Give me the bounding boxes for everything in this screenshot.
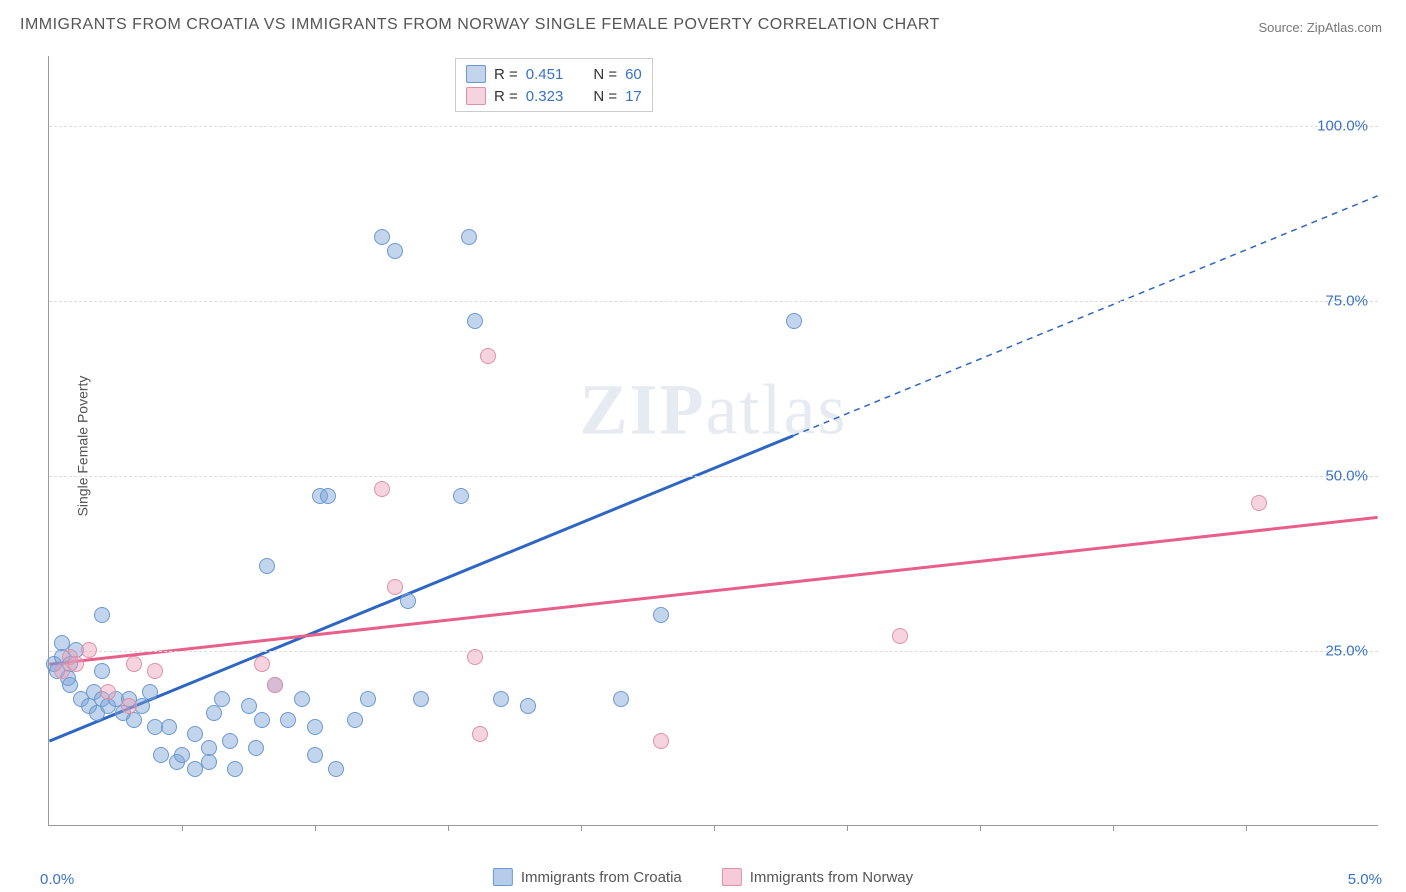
data-point [307, 719, 323, 735]
data-point [613, 691, 629, 707]
data-point [142, 684, 158, 700]
n-label: N = [593, 88, 617, 105]
data-point [294, 691, 310, 707]
data-point [374, 481, 390, 497]
y-tick-label: 100.0% [1317, 118, 1368, 135]
data-point [467, 313, 483, 329]
x-tick [1246, 825, 1247, 831]
x-tick [581, 825, 582, 831]
data-point [206, 705, 222, 721]
r-value: 0.323 [526, 88, 564, 105]
data-point [126, 712, 142, 728]
n-value: 60 [625, 66, 642, 83]
data-point [241, 698, 257, 714]
y-tick-label: 50.0% [1325, 468, 1368, 485]
r-label: R = [494, 88, 518, 105]
legend-item: Immigrants from Croatia [493, 868, 682, 886]
data-point [227, 761, 243, 777]
data-point [320, 488, 336, 504]
watermark: ZIPatlas [580, 368, 848, 451]
data-point [453, 488, 469, 504]
grid-line [49, 301, 1378, 302]
data-point [68, 656, 84, 672]
data-point [387, 579, 403, 595]
data-point [472, 726, 488, 742]
data-point [400, 593, 416, 609]
r-value: 0.451 [526, 66, 564, 83]
legend-label: Immigrants from Croatia [521, 869, 682, 886]
chart-title: IMMIGRANTS FROM CROATIA VS IMMIGRANTS FR… [20, 16, 940, 34]
n-value: 17 [625, 88, 642, 105]
x-tick [847, 825, 848, 831]
data-point [461, 229, 477, 245]
data-point [467, 649, 483, 665]
data-point [653, 607, 669, 623]
legend-item: Immigrants from Norway [722, 868, 913, 886]
data-point [187, 726, 203, 742]
x-axis-min-label: 0.0% [40, 871, 74, 888]
data-point [214, 691, 230, 707]
data-point [100, 684, 116, 700]
y-tick-label: 75.0% [1325, 293, 1368, 310]
stats-row: R = 0.451 N = 60 [466, 63, 642, 85]
data-point [201, 754, 217, 770]
data-point [387, 243, 403, 259]
grid-line [49, 126, 1378, 127]
data-point [254, 656, 270, 672]
data-point [121, 698, 137, 714]
r-label: R = [494, 66, 518, 83]
data-point [254, 712, 270, 728]
n-label: N = [593, 66, 617, 83]
x-tick [980, 825, 981, 831]
y-tick-label: 25.0% [1325, 643, 1368, 660]
data-point [480, 348, 496, 364]
series-legend: Immigrants from Croatia Immigrants from N… [493, 868, 913, 886]
legend-swatch [493, 868, 513, 886]
data-point [360, 691, 376, 707]
data-point [161, 719, 177, 735]
data-point [328, 761, 344, 777]
data-point [81, 642, 97, 658]
stats-legend: R = 0.451 N = 60 R = 0.323 N = 17 [455, 58, 653, 112]
plot-area: ZIPatlas 25.0% 50.0% 75.0% 100.0% [48, 56, 1378, 826]
legend-label: Immigrants from Norway [750, 869, 913, 886]
data-point [248, 740, 264, 756]
stats-row: R = 0.323 N = 17 [466, 85, 642, 107]
data-point [147, 663, 163, 679]
x-tick [448, 825, 449, 831]
x-axis-max-label: 5.0% [1348, 871, 1382, 888]
data-point [493, 691, 509, 707]
legend-swatch [722, 868, 742, 886]
data-point [259, 558, 275, 574]
data-point [126, 656, 142, 672]
data-point [1251, 495, 1267, 511]
data-point [892, 628, 908, 644]
data-point [94, 607, 110, 623]
data-point [94, 663, 110, 679]
x-tick [182, 825, 183, 831]
x-tick [1113, 825, 1114, 831]
data-point [374, 229, 390, 245]
data-point [413, 691, 429, 707]
data-point [62, 677, 78, 693]
x-tick [315, 825, 316, 831]
data-point [786, 313, 802, 329]
x-tick [714, 825, 715, 831]
data-point [267, 677, 283, 693]
grid-line [49, 651, 1378, 652]
source-label: Source: ZipAtlas.com [1258, 20, 1382, 35]
data-point [653, 733, 669, 749]
data-point [307, 747, 323, 763]
legend-swatch [466, 65, 486, 83]
data-point [153, 747, 169, 763]
data-point [174, 747, 190, 763]
data-point [222, 733, 238, 749]
data-point [520, 698, 536, 714]
grid-line [49, 476, 1378, 477]
data-point [280, 712, 296, 728]
data-point [347, 712, 363, 728]
legend-swatch [466, 87, 486, 105]
